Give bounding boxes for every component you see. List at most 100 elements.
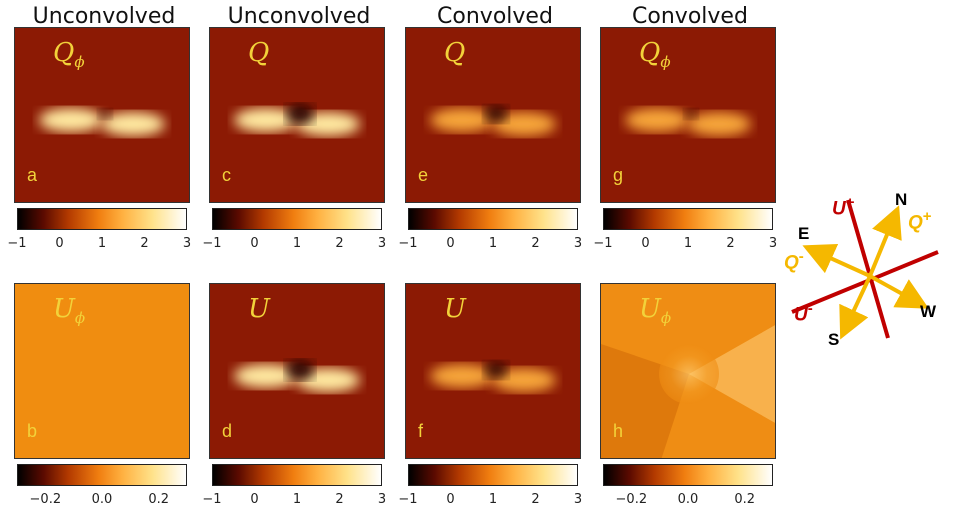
right-lobe	[101, 112, 165, 136]
left-lobe	[625, 108, 689, 132]
colorbar-ticks: −1 0 1 2 3	[398, 492, 582, 508]
panel-symbol: U	[248, 294, 270, 324]
colorbar	[17, 464, 187, 486]
n-arrow	[868, 205, 902, 277]
colorbar-tick-label: 1	[292, 492, 302, 507]
colorbar-tick-label: 2	[335, 236, 344, 251]
colorbar-tick-label: 0.0	[91, 492, 113, 507]
label-q-minus: Q-	[784, 248, 804, 274]
panel-image	[15, 284, 189, 458]
panel-symbol: Q	[444, 38, 466, 68]
colorbar-ticks: −0.2 0.0 0.2	[14, 492, 190, 508]
center-dip	[286, 104, 314, 124]
colorbar-tick-label: 0	[55, 236, 64, 251]
panel-h: Uϕ h	[600, 283, 776, 459]
panel-image	[601, 28, 775, 202]
label-u-plus: U+	[832, 194, 855, 220]
left-lobe	[234, 364, 298, 388]
right-lobe	[492, 368, 556, 392]
colorbar-tick-label: 3	[377, 236, 387, 251]
panel-image	[601, 284, 775, 458]
panel-symbol: Q	[248, 38, 270, 68]
colorbar-tick-label: 0.0	[677, 492, 699, 507]
colorbar-tick-label: 0	[446, 492, 455, 507]
right-lobe	[492, 112, 556, 136]
left-lobe	[234, 108, 298, 132]
label-e: E	[798, 224, 810, 243]
left-lobe	[430, 364, 494, 388]
colorbar	[212, 464, 382, 486]
panel-letter: e	[418, 165, 429, 185]
colorbar-tick-label: 2	[531, 492, 540, 507]
colorbar-tick-label: −1	[202, 492, 222, 507]
w-arrow	[869, 274, 929, 309]
colorbar-ticks: −1 0 1 2 3	[593, 236, 778, 252]
center-dip	[286, 360, 314, 380]
colorbar-tick-label: 1	[488, 492, 498, 507]
colorbar-tick-label: 1	[97, 236, 107, 251]
colorbar-tick-label: 2	[140, 236, 149, 251]
label-n: N	[895, 190, 908, 209]
colorbar-tick-label: 0.2	[148, 492, 169, 507]
panel-a: Qϕ a	[14, 27, 190, 203]
label-q-plus: Q+	[908, 208, 932, 234]
colorbar-tick-label: −0.2	[615, 492, 648, 507]
colorbar-tick-label: −1	[398, 236, 418, 251]
panel-letter: c	[222, 165, 231, 185]
colorbar-tick-label: 3	[377, 492, 387, 507]
colorbar	[408, 464, 578, 486]
panel-letter: d	[222, 421, 233, 441]
panel-symbol: Qϕ	[639, 38, 671, 72]
colorbar-tick-label: 2	[531, 236, 540, 251]
colorbar-tick-label: −0.2	[29, 492, 62, 507]
s-arrow	[839, 275, 872, 340]
panel-g: Qϕ g	[600, 27, 776, 203]
polarization-compass: N E W S U+ U- Q+ Q-	[760, 180, 950, 360]
colorbar-tick-label: 2	[726, 236, 735, 251]
label-s: S	[828, 330, 840, 349]
colorbar-tick-label: 3	[182, 236, 192, 251]
colorbar-ticks: −1 0 1 2 3	[398, 236, 583, 252]
u-axis-line	[846, 199, 890, 339]
panel-image	[210, 28, 384, 202]
colorbar-tick-label: 2	[335, 492, 344, 507]
panel-image	[406, 28, 580, 202]
colorbar-ticks: −1 0 1 2 3	[202, 236, 387, 252]
label-u-minus: U-	[794, 300, 813, 326]
swirl-light-lobe	[689, 325, 775, 423]
center-dip	[684, 108, 698, 120]
colorbar	[212, 208, 382, 230]
colorbar	[603, 464, 773, 486]
panel-symbol: U	[444, 294, 466, 324]
center-dip	[484, 361, 508, 379]
colorbar-tick-label: 0	[446, 236, 455, 251]
colorbar-tick-label: −1	[7, 236, 27, 251]
colorbar-ticks: −1 0 1 2 3	[202, 492, 387, 508]
colorbar-tick-label: 0	[250, 236, 259, 251]
colorbar-tick-label: −1	[202, 236, 222, 251]
column-title-1: Unconvolved	[32, 4, 176, 29]
panel-background	[15, 284, 189, 458]
colorbar	[408, 208, 578, 230]
left-lobe	[430, 108, 494, 132]
colorbar-tick-label: 1	[292, 236, 302, 251]
colorbar-tick-label: 3	[573, 236, 583, 251]
colorbar-tick-label: 1	[683, 236, 693, 251]
right-lobe	[687, 112, 751, 136]
left-lobe	[39, 108, 103, 132]
panel-image	[15, 28, 189, 202]
swirl-center	[659, 344, 719, 404]
colorbar-tick-label: 0	[641, 236, 650, 251]
colorbar-tick-label: 3	[768, 236, 778, 251]
compass-graphic	[791, 199, 939, 340]
panel-b: Uϕ b	[14, 283, 190, 459]
center-dip	[484, 105, 508, 123]
panel-letter: h	[613, 421, 624, 441]
panel-letter: a	[27, 165, 38, 185]
panel-symbol: Qϕ	[53, 38, 85, 72]
colorbar-tick-label: 0.2	[734, 492, 755, 507]
e-arrow	[802, 244, 871, 278]
